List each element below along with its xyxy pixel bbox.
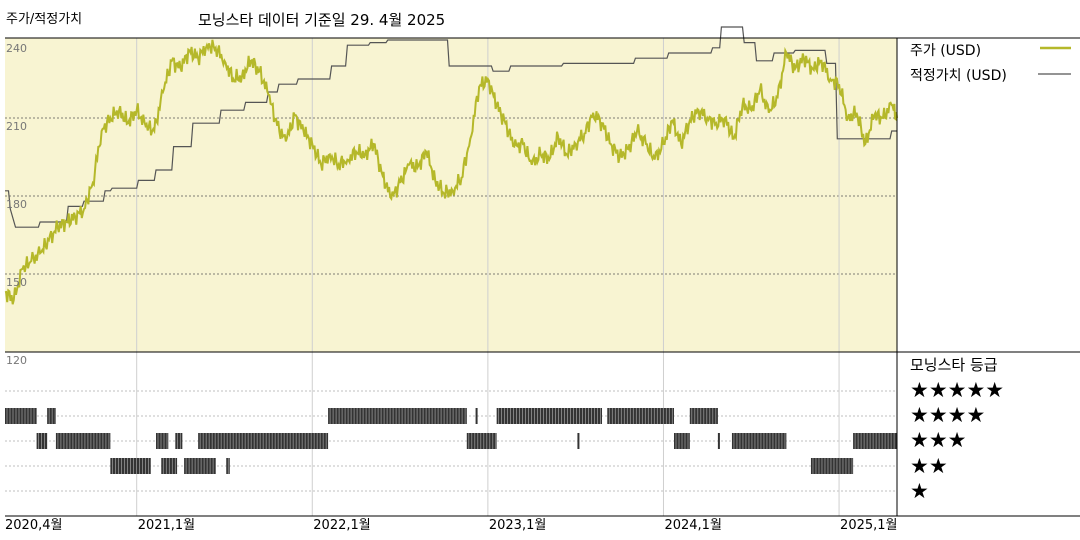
rating-bar-3_stars-4 [198, 433, 329, 449]
data-date-caption: 모닝스타 데이터 기준일 29. 4월 2025 [198, 11, 446, 29]
rating-bar-2_stars-0 [110, 458, 151, 474]
rating-title: 모닝스타 등급 [910, 356, 998, 374]
rating-bar-fill [810, 458, 854, 474]
rating-bar-4_stars-3 [475, 408, 478, 424]
rating-bar-fill [577, 433, 580, 449]
rating-bar-3_stars-3 [175, 433, 183, 449]
rating-bar-4_stars-1 [47, 408, 56, 424]
rating-bar-fill [475, 408, 478, 424]
y-tick-label: 120 [6, 354, 27, 367]
rating-row-4-stars: ★★★★ [910, 403, 986, 427]
x-tick-label: 2020,4월 [5, 518, 63, 533]
rating-bar-fill [717, 433, 720, 449]
legend-fair-value-label: 적정가치 (USD) [910, 68, 1007, 84]
x-tick-label: 2024,1월 [664, 518, 722, 533]
rating-bar-2_stars-1 [161, 458, 178, 474]
rating-bar-fill [466, 433, 497, 449]
x-tick-label: 2022,1월 [313, 518, 371, 533]
rating-bar-3_stars-8 [717, 433, 720, 449]
rating-row-5-stars: ★★★★★ [910, 378, 1005, 402]
rating-bar-fill [175, 433, 183, 449]
rating-bar-4_stars-4 [496, 408, 603, 424]
rating-history-bars [5, 408, 897, 474]
x-tick-label: 2023,1월 [488, 518, 547, 533]
rating-bar-4_stars-5 [607, 408, 674, 424]
price-line [4, 39, 898, 305]
y-tick-label: 210 [6, 120, 27, 133]
rating-bar-3_stars-2 [156, 433, 169, 449]
rating-bar-fill [607, 408, 674, 424]
chart-series [4, 26, 1071, 305]
rating-bar-2_stars-3 [226, 458, 230, 474]
rating-bar-2_stars-4 [810, 458, 854, 474]
rating-bar-4_stars-6 [689, 408, 718, 424]
rating-bar-3_stars-7 [674, 433, 690, 449]
y-tick-label: 240 [6, 42, 27, 55]
rating-bar-3_stars-6 [577, 433, 580, 449]
y-tick-label: 180 [6, 198, 27, 211]
rating-row-2-stars: ★★ [910, 454, 948, 478]
x-tick-label: 2021,1월 [137, 518, 196, 533]
rating-bar-fill [47, 408, 56, 424]
rating-bar-3_stars-10 [853, 433, 897, 449]
rating-bar-4_stars-0 [5, 408, 37, 424]
rating-row-3-stars: ★★★ [910, 428, 967, 452]
chart-title: 주가/적정가치 [6, 12, 83, 27]
rating-bar-2_stars-2 [184, 458, 216, 474]
rating-bar-fill [328, 408, 467, 424]
chart-frame [5, 37, 1080, 517]
rating-bar-3_stars-9 [731, 433, 787, 449]
rating-row-1-star: ★ [910, 479, 929, 503]
rating-bar-3_stars-1 [55, 433, 111, 449]
x-tick-label: 2025,1월 [840, 518, 898, 533]
rating-bar-fill [156, 433, 169, 449]
fair-value-line [5, 26, 897, 228]
legend-price-label: 주가 (USD) [910, 43, 982, 59]
rating-bar-fill [853, 433, 897, 449]
rating-bar-3_stars-5 [466, 433, 497, 449]
y-tick-label: 150 [6, 276, 27, 289]
rating-bar-3_stars-0 [36, 433, 48, 449]
rating-bar-4_stars-2 [328, 408, 467, 424]
